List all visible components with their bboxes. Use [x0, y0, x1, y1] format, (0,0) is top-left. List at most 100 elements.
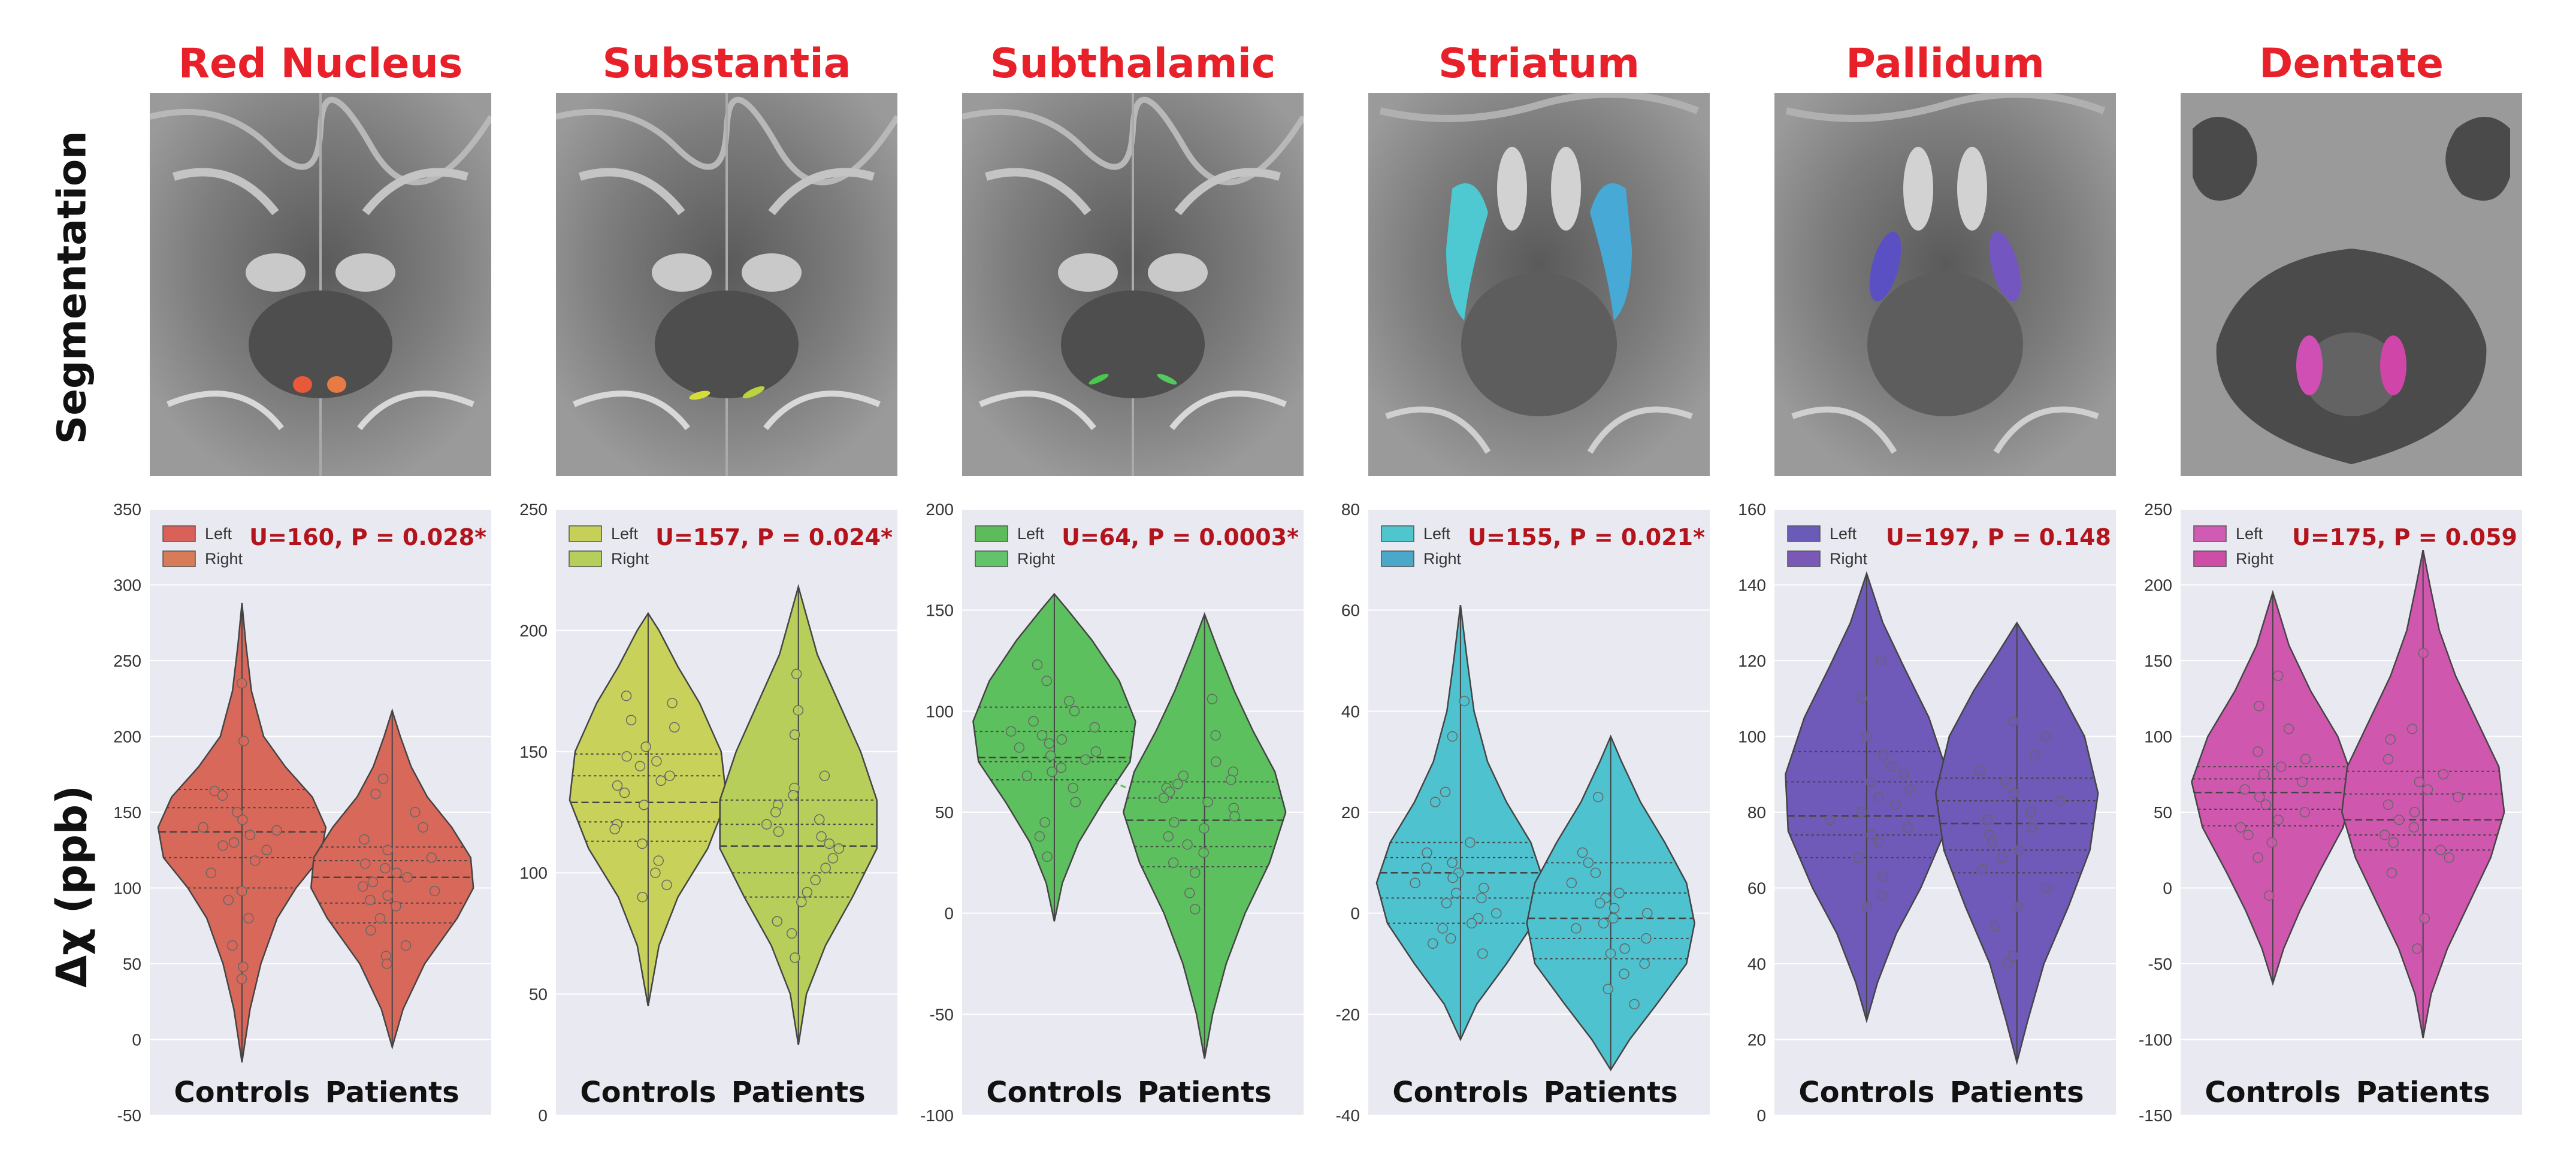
data-point — [661, 879, 672, 891]
y-tick-label: -40 — [1336, 1106, 1360, 1125]
data-point — [2419, 913, 2430, 924]
data-point — [2007, 716, 2019, 727]
data-point — [773, 826, 784, 837]
data-point — [2000, 776, 2011, 788]
data-point — [217, 790, 228, 801]
data-point — [359, 858, 371, 869]
legend-label: Right — [205, 550, 243, 568]
data-point — [243, 913, 254, 924]
data-point — [2409, 807, 2420, 818]
data-point — [1445, 933, 1456, 944]
data-point — [1036, 730, 1048, 741]
data-point — [833, 843, 844, 854]
data-point — [819, 770, 830, 782]
data-point — [429, 885, 440, 897]
y-tick-label: 80 — [1747, 803, 1766, 822]
data-point — [1447, 857, 1458, 868]
data-point — [1898, 769, 1909, 780]
data-point — [228, 837, 240, 848]
data-point — [669, 722, 680, 733]
legend-label: Left — [1017, 525, 1045, 543]
data-point — [2444, 852, 2455, 863]
data-point — [2275, 761, 2287, 772]
data-point — [1184, 888, 1195, 898]
y-tick-label: 40 — [1747, 955, 1766, 973]
data-point — [637, 838, 648, 849]
data-point — [357, 881, 368, 892]
data-point — [2380, 830, 2390, 840]
legend-label: Left — [205, 525, 232, 543]
data-point — [667, 698, 678, 709]
category-label: Patients — [325, 1076, 459, 1109]
data-point — [2383, 753, 2394, 765]
data-point — [1070, 797, 1081, 807]
region-title: Subthalamic — [990, 40, 1276, 87]
violin-panel: -100 -50 0 50 100 150 200 Controls Patients Left R… — [890, 500, 1304, 1125]
data-point — [1182, 839, 1193, 850]
data-point — [1990, 921, 2000, 931]
data-point — [1437, 923, 1448, 934]
data-point — [2453, 791, 2463, 803]
y-tick-label: 0 — [132, 1031, 141, 1049]
data-point — [2263, 890, 2275, 901]
data-point — [1856, 807, 1867, 818]
legend-swatch — [2193, 550, 2227, 567]
data-point — [209, 785, 220, 797]
category-label: Patients — [1950, 1076, 2084, 1109]
segmentation-row-label: Segmentation — [49, 131, 95, 444]
y-tick-label: 50 — [529, 985, 548, 1004]
data-point — [634, 761, 646, 771]
data-point — [2025, 807, 2036, 818]
y-tick-label: 150 — [519, 743, 548, 761]
data-point — [1465, 837, 1476, 848]
data-point — [637, 891, 648, 903]
legend-label: Left — [2236, 525, 2263, 543]
data-point — [2438, 769, 2449, 780]
data-point — [1571, 923, 1582, 934]
data-point — [2300, 753, 2311, 765]
y-tick-label: 140 — [1738, 576, 1766, 595]
y-tick-label: 60 — [1747, 879, 1766, 898]
y-tick-label: -150 — [2139, 1106, 2172, 1125]
data-point — [2007, 951, 2019, 962]
y-tick-label: 50 — [935, 803, 954, 822]
legend-swatch — [569, 550, 602, 567]
mri-pallidum-image — [1774, 93, 2116, 476]
data-point — [1856, 693, 1867, 704]
legend-label: Left — [611, 525, 639, 543]
violin-panel: -150 -100 -50 0 50 100 150 200 250 Controls Patien… — [2109, 500, 2522, 1125]
data-point — [1430, 797, 1441, 807]
legend-label: Left — [1423, 525, 1451, 543]
y-tick-label: 120 — [1738, 652, 1766, 670]
data-point — [2235, 822, 2247, 833]
legend-label: Right — [1830, 550, 1868, 568]
legend-swatch — [569, 525, 602, 542]
data-point — [2422, 784, 2433, 795]
data-point — [621, 751, 632, 762]
data-point — [1982, 814, 1993, 825]
data-point — [1178, 770, 1189, 782]
stat-annotation: U=157, P = 0.024* — [655, 524, 893, 550]
data-point — [2253, 746, 2263, 757]
category-label: Controls — [2205, 1076, 2341, 1109]
data-point — [237, 885, 247, 897]
region-title: Dentate Nucleus — [2259, 40, 2444, 153]
data-point — [796, 897, 807, 907]
data-point — [1459, 695, 1470, 707]
data-point — [814, 814, 825, 825]
data-point — [1034, 831, 1045, 842]
y-tick-label: 350 — [113, 500, 141, 519]
data-point — [1410, 877, 1420, 888]
data-point — [1902, 822, 1913, 833]
data-point — [1039, 817, 1050, 828]
data-point — [1056, 762, 1067, 773]
y-tick-label: 150 — [113, 803, 141, 822]
data-point — [382, 890, 393, 901]
data-point — [1198, 847, 1209, 858]
category-label: Controls — [1798, 1076, 1934, 1109]
data-point — [786, 928, 797, 939]
data-point — [1477, 948, 1488, 959]
data-point — [365, 894, 376, 906]
data-point — [761, 819, 772, 830]
data-point — [1629, 998, 1640, 1010]
